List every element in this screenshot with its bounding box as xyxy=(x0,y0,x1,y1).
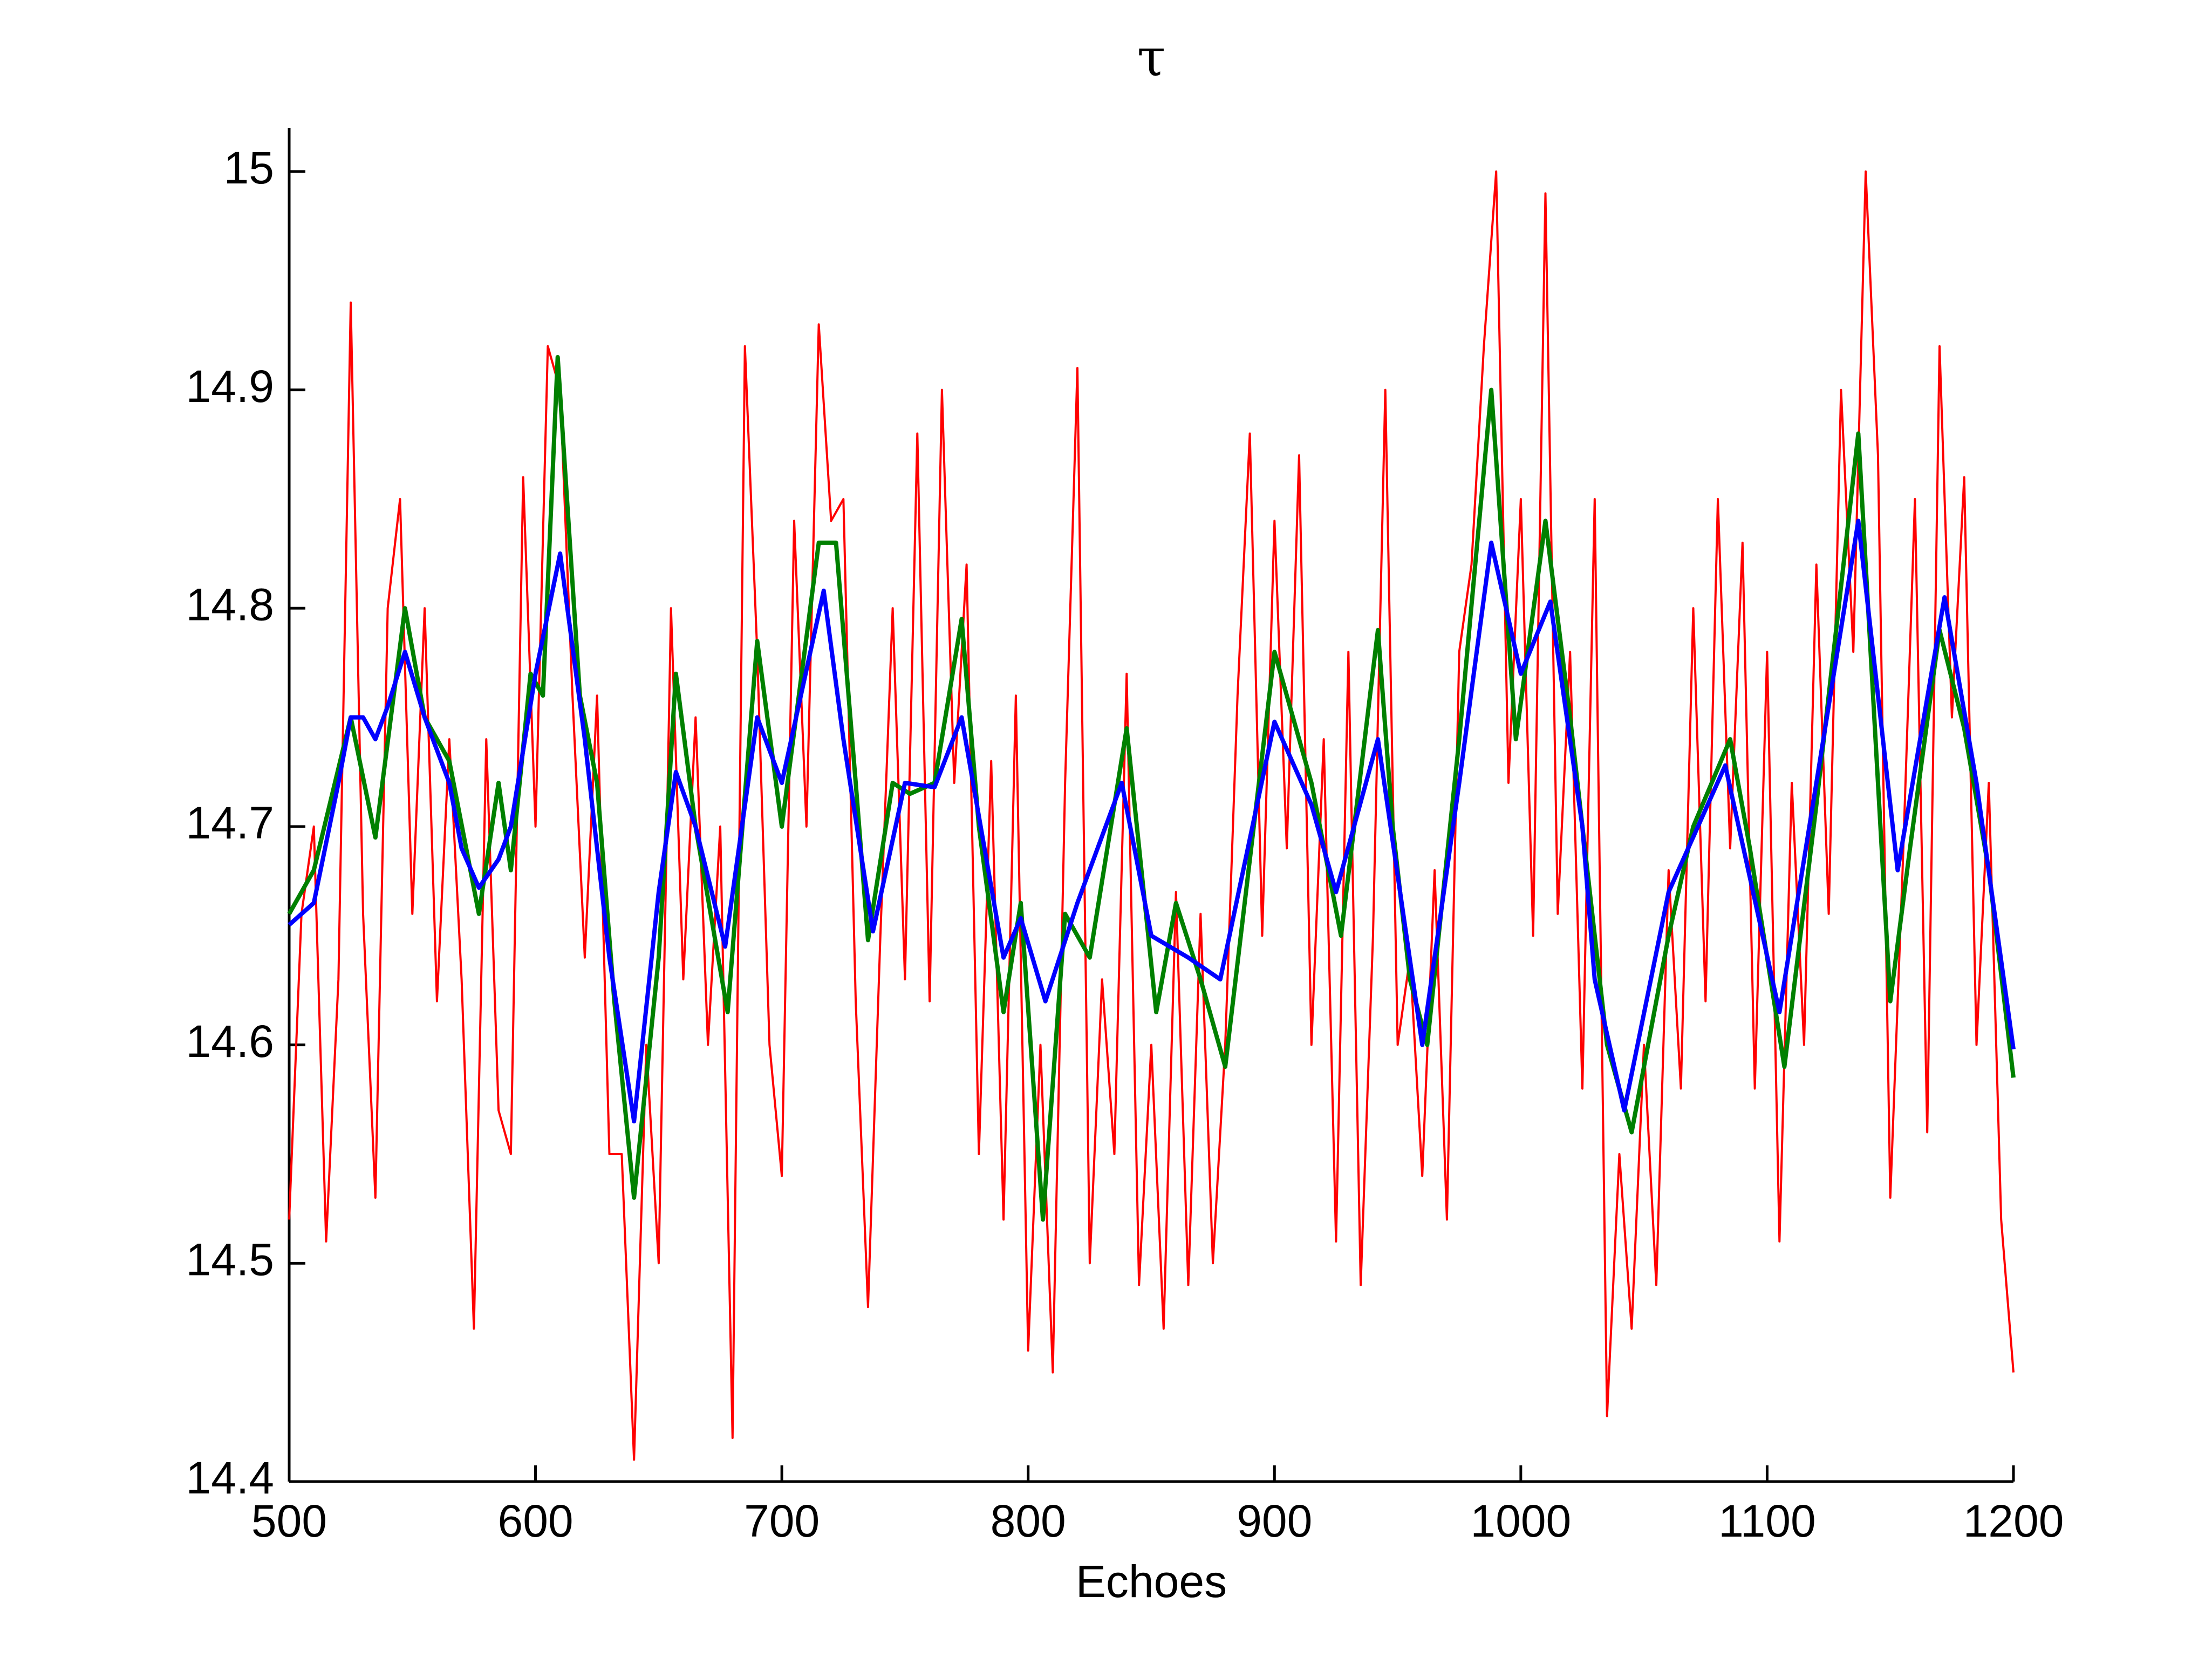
x-tick-label: 800 xyxy=(991,1496,1066,1546)
data-line xyxy=(288,170,2015,1461)
y-tick-label: 14.6 xyxy=(186,1016,275,1067)
x-tick-label: 600 xyxy=(497,1496,573,1546)
data-line xyxy=(287,354,2016,1222)
x-tick-label: 1100 xyxy=(1718,1496,1816,1546)
chart-title: τ xyxy=(1137,28,1165,88)
x-tick-label: 700 xyxy=(744,1496,820,1546)
y-tick-label: 15 xyxy=(224,142,274,193)
x-tick-label: 500 xyxy=(251,1496,327,1546)
y-tick-label: 14.5 xyxy=(186,1234,275,1285)
x-tick-label: 1000 xyxy=(1470,1496,1571,1546)
data-line xyxy=(288,518,2016,1124)
y-tick-label: 14.4 xyxy=(186,1452,275,1503)
x-tick-label: 900 xyxy=(1237,1496,1312,1546)
x-axis-label: Echoes xyxy=(1076,1556,1227,1607)
y-tick-label: 14.8 xyxy=(186,579,275,630)
y-tick-label: 14.9 xyxy=(186,361,275,412)
y-tick-label: 14.7 xyxy=(186,797,275,848)
x-tick-label: 1200 xyxy=(1963,1496,2064,1546)
